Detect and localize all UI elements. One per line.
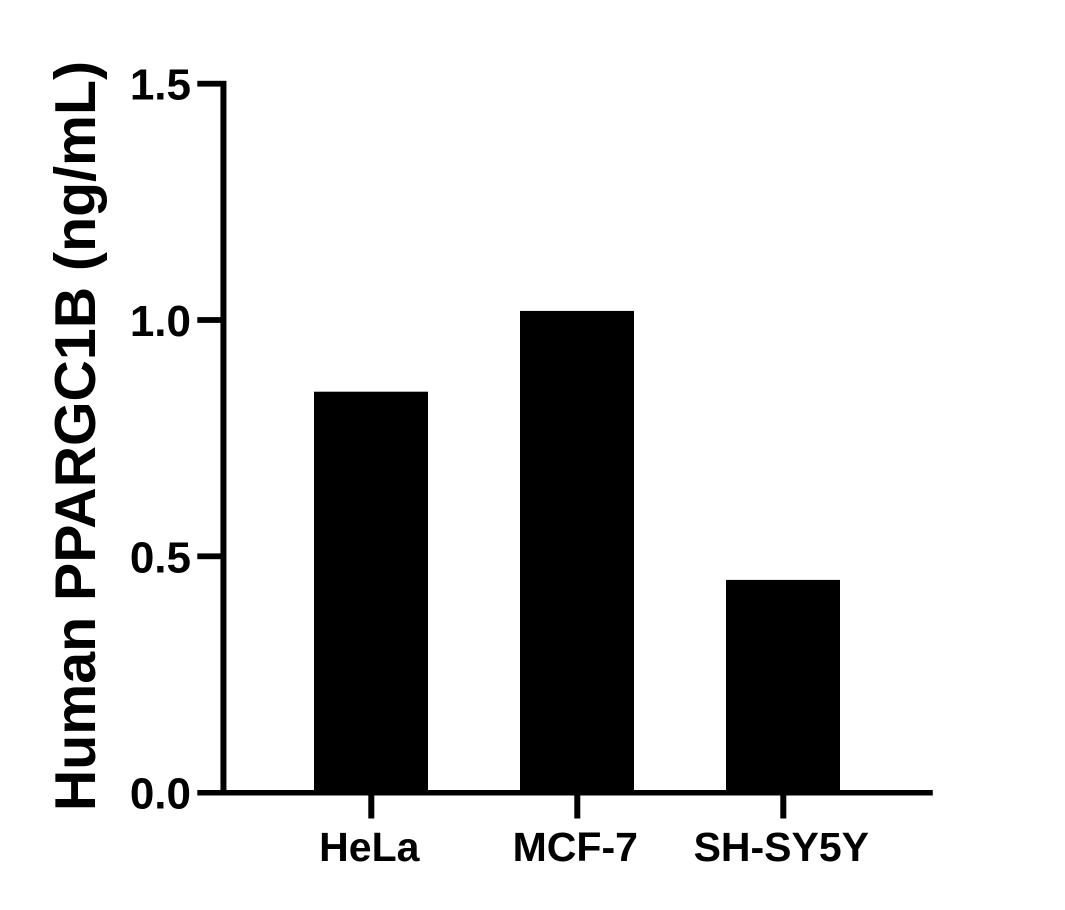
svg-text:MCF-7: MCF-7 [513,824,638,870]
svg-text:HeLa: HeLa [319,824,420,870]
svg-text:0.5: 0.5 [130,533,191,582]
svg-text:Human PPARGC1B (ng/mL): Human PPARGC1B (ng/mL) [44,61,108,811]
svg-text:1.0: 1.0 [130,297,191,346]
svg-text:1.5: 1.5 [130,61,191,110]
svg-text:SH-SY5Y: SH-SY5Y [694,824,869,870]
svg-text:0.0: 0.0 [130,770,191,819]
